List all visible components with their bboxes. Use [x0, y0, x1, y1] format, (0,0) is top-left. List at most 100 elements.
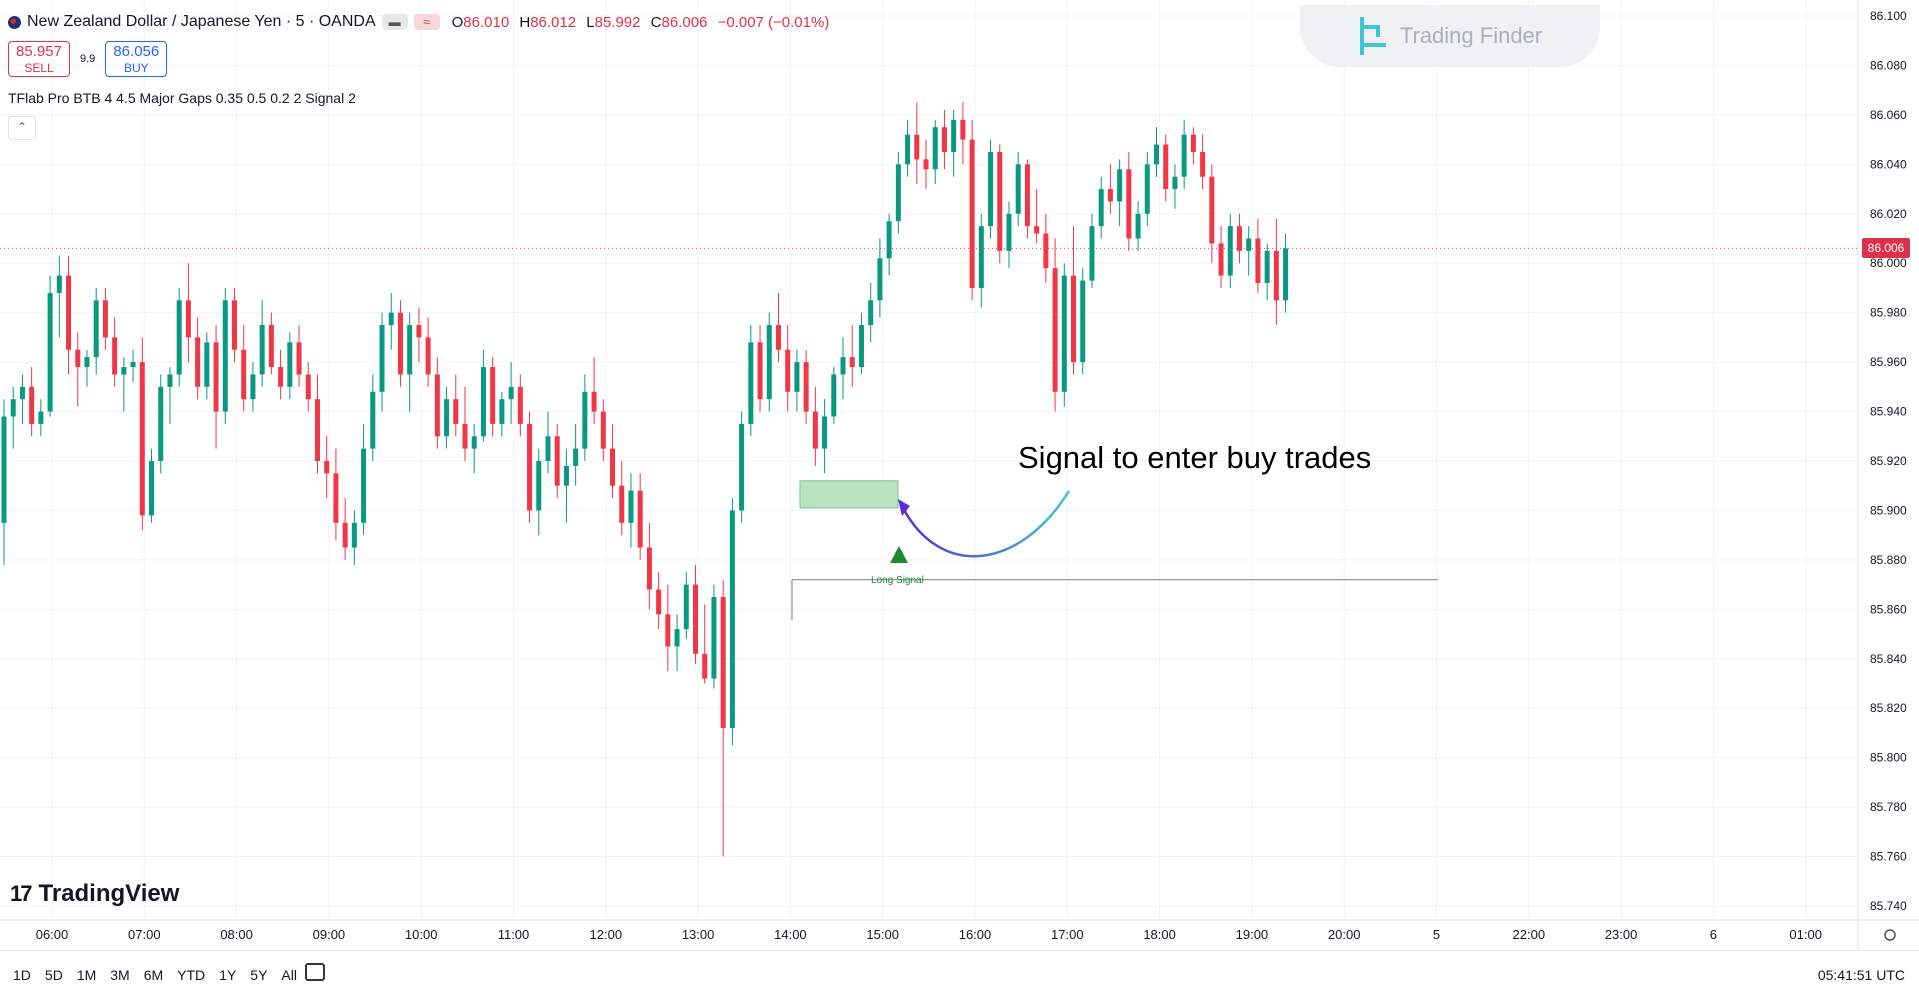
go-to-date-calendar-icon[interactable]: [305, 963, 325, 981]
hide-icon[interactable]: ▬: [381, 14, 408, 30]
candle-body: [1172, 176, 1178, 190]
time-tick-label: 13:00: [682, 927, 715, 942]
candle-body: [10, 399, 16, 417]
timeframe-1m[interactable]: 1M: [76, 967, 97, 983]
price-tick-label: 85.800: [1870, 751, 1907, 765]
candle-body: [102, 300, 108, 338]
candle: [397, 300, 403, 387]
candle-body: [1163, 144, 1169, 190]
timeframe-5y[interactable]: 5Y: [250, 967, 268, 983]
tradingview-logo[interactable]: 17 TradingView: [10, 880, 179, 908]
price-axis[interactable]: 86.100 86.080 86.060 86.040 86.020 86.000 85.9…: [1870, 9, 1907, 941]
time-tick-label: 14:00: [774, 927, 807, 942]
candle-body: [121, 367, 127, 375]
candle-body: [711, 596, 717, 679]
signal-annotation: Signal to enter buy trades: [1018, 440, 1372, 475]
candle-body: [1200, 151, 1206, 177]
timeframe-1y[interactable]: 1Y: [219, 967, 237, 983]
candle: [1098, 176, 1104, 239]
candle: [1172, 164, 1178, 209]
candle: [499, 391, 505, 437]
candle-body: [388, 312, 394, 326]
timeframe-ytd[interactable]: YTD: [177, 967, 206, 983]
candle-body: [232, 300, 237, 350]
time-tick-label: 22:00: [1513, 927, 1546, 942]
candle-body: [259, 325, 265, 375]
candle-body: [831, 374, 837, 417]
price-chart[interactable]: 86.100 86.080 86.060 86.040 86.020 86.000 85.9…: [0, 0, 1919, 950]
candle: [38, 399, 44, 437]
candle-body: [591, 391, 597, 412]
candle-body: [988, 151, 994, 227]
candle-body: [250, 374, 256, 400]
candle-body: [739, 423, 745, 511]
candle-body: [324, 461, 330, 474]
candle: [1227, 213, 1233, 288]
candle: [47, 275, 53, 417]
ohlc-readout: O86.010 H86.012 L85.992 C86.006 −0.007 (…: [452, 14, 836, 31]
timeframe-6m[interactable]: 6M: [143, 967, 164, 983]
candle: [213, 325, 219, 449]
candle: [333, 448, 339, 541]
buy-button[interactable]: 86.056 BUY: [105, 41, 168, 77]
timeframe-1d[interactable]: 1D: [13, 967, 31, 983]
candle-body: [1264, 250, 1270, 283]
timeframe-5d[interactable]: 5D: [44, 967, 63, 983]
candle-body: [877, 258, 883, 301]
candle: [508, 362, 514, 424]
candle: [517, 374, 523, 437]
candle-body: [932, 127, 938, 170]
candle: [10, 386, 16, 449]
utc-clock[interactable]: 05:41:51 UTC: [1817, 967, 1905, 983]
candle-body: [29, 386, 35, 424]
sell-button[interactable]: 85.957 SELL: [8, 41, 70, 77]
candle-body: [241, 349, 247, 400]
candle-body: [296, 342, 302, 375]
timeframe-all[interactable]: All: [281, 967, 297, 983]
candle: [296, 325, 302, 387]
candle-body: [1006, 213, 1012, 251]
change-value: −0.007 (−0.01%): [717, 13, 830, 31]
time-tick-label: 08:00: [220, 927, 253, 942]
candle: [176, 287, 182, 387]
candle-body: [545, 436, 551, 461]
price-tick-label: 85.940: [1870, 405, 1907, 419]
candle-body: [268, 325, 274, 368]
long-signal-label: Long Signal: [871, 575, 924, 586]
candle-body: [66, 275, 72, 350]
candle-body: [471, 436, 477, 449]
candle: [130, 349, 136, 382]
candle: [1071, 226, 1077, 375]
candle-body: [1181, 134, 1187, 177]
candle-body: [416, 325, 422, 338]
collapse-legend-button[interactable]: ⌃: [8, 116, 36, 140]
candle-body: [425, 337, 431, 375]
market-status-icon[interactable]: ≈: [413, 14, 440, 30]
candle-body: [674, 629, 680, 647]
candle: [941, 109, 947, 170]
candle-body: [960, 119, 966, 140]
candle-body: [582, 391, 588, 449]
candle: [342, 498, 348, 560]
candle: [1126, 151, 1132, 251]
symbol-title[interactable]: New Zealand Dollar / Japanese Yen · 5 · …: [27, 13, 376, 30]
candle: [195, 317, 201, 400]
candle: [1024, 159, 1030, 239]
timeframe-selector: 1D 5D 1M 3M 6M YTD 1Y 5Y All: [13, 967, 297, 983]
candle-body: [351, 522, 357, 548]
candle: [1264, 243, 1270, 301]
candle: [139, 337, 145, 531]
candle: [720, 579, 726, 857]
candle-body: [637, 490, 643, 548]
candle: [149, 448, 155, 523]
candle: [1190, 127, 1196, 165]
candle: [204, 332, 210, 400]
candle-body: [1089, 226, 1095, 281]
price-tick-label: 85.920: [1870, 454, 1907, 468]
time-axis[interactable]: 06:00 07:00 08:00 09:00 10:00 11:00 12:00 13:00…: [36, 927, 1822, 942]
indicator-legend[interactable]: TFlab Pro BTB 4 4.5 Major Gaps 0.35 0.5 …: [8, 90, 356, 106]
candle-body: [56, 275, 62, 293]
timeframe-3m[interactable]: 3M: [110, 967, 130, 983]
settings-gear-icon[interactable]: [1884, 929, 1896, 941]
candle-body: [785, 349, 791, 392]
